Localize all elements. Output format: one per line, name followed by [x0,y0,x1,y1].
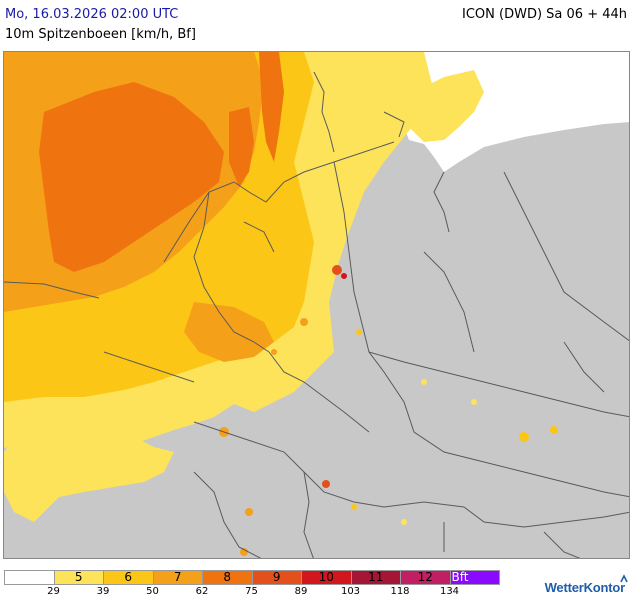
legend-swatch-9: Bft [449,570,500,585]
bft8-northsea [39,82,224,272]
bft8-danish-band [259,52,284,162]
forecast-time: Mo, 16.03.2026 02:00 UTC [5,7,179,22]
legend-swatch-6: 10 [301,570,352,585]
model-run: ICON (DWD) Sa 06 + 44h [462,7,627,22]
map-canvas [4,52,629,558]
legend-tick-118: 118 [390,586,410,597]
bft5-baltic [409,70,484,142]
legend-tick-103: 103 [340,586,361,597]
legend-swatch-8: 12 [400,570,451,585]
legend-swatch-0 [4,570,55,585]
wetterkontor-logo: WetterKontor [544,580,626,595]
legend-tick-75: 75 [245,586,258,597]
parameter-title: 10m Spitzenboeen [km/h, Bf] [5,27,196,42]
legend-tick-50: 50 [146,586,159,597]
legend-tick-29: 29 [47,586,60,597]
legend-swatch-2: 6 [103,570,154,585]
bft5-west [4,412,174,522]
logo-mark-icon [620,574,628,583]
legend-swatch-5: 9 [251,570,302,585]
gust-spots [219,265,558,556]
legend-swatch-1: 5 [53,570,104,585]
legend-swatch-4: 8 [202,570,253,585]
legend-tick-134: 134 [439,586,460,597]
legend-swatch-3: 7 [152,570,203,585]
gust-map [3,51,630,559]
legend-tick-89: 89 [294,586,308,597]
legend-swatch-7: 11 [350,570,401,585]
borders [4,71,629,558]
bft8-german-bight [229,107,254,187]
legend-tick-62: 62 [195,586,209,597]
gust-legend: 5 6 7 8 9 10 11 12 Bft 29 39 50 62 75 89 103 118 134 [4,570,504,597]
bft7-benelux [184,302,274,362]
legend-tick-39: 39 [96,586,110,597]
